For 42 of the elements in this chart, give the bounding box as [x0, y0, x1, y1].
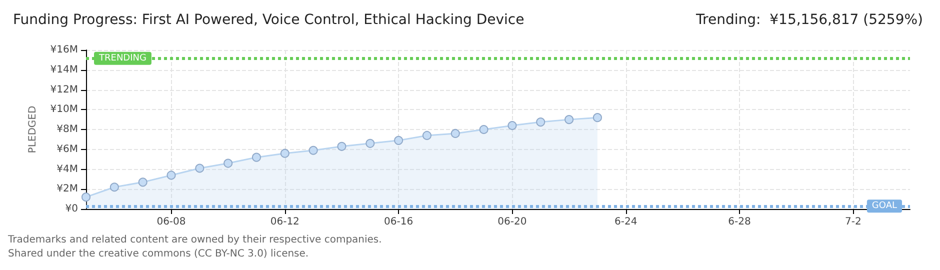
x-tick-label: 6-28	[728, 216, 751, 228]
point	[337, 142, 346, 151]
y-tick-label: ¥12M	[50, 84, 78, 96]
y-axis-title: PLEDGED	[28, 106, 38, 154]
point	[394, 136, 404, 145]
y-tick-label: ¥2M	[56, 184, 78, 195]
x-tick-label: 06-20	[498, 216, 527, 228]
y-tick-label: ¥8M	[56, 124, 78, 135]
y-tick-label: ¥14M	[50, 64, 78, 76]
y-tick-label: ¥0	[65, 204, 78, 214]
y-tick-label: ¥6M	[56, 144, 78, 155]
point	[308, 146, 318, 155]
point	[422, 130, 432, 140]
point	[564, 115, 574, 124]
x-tick-label: 06-16	[384, 216, 414, 228]
point	[536, 118, 546, 127]
point	[224, 158, 233, 168]
y-tick-label: ¥4M	[56, 164, 78, 175]
ref-line-label: GOAL	[872, 201, 897, 212]
x-tick-label: 06-12	[270, 216, 300, 228]
point	[195, 164, 204, 173]
text: Shared under the creative commons (CC BY-NC 3.0) license.	[8, 248, 309, 260]
point	[280, 148, 290, 158]
point	[366, 138, 375, 148]
point	[592, 113, 602, 122]
point	[479, 125, 488, 134]
point	[450, 128, 460, 138]
point	[166, 170, 176, 180]
ref-line-label: TRENDING	[98, 53, 146, 64]
x-tick-label: 06-08	[156, 216, 186, 228]
point	[110, 182, 119, 192]
text: Trademarks and related content are owned by their respective companies.	[7, 234, 382, 246]
point	[508, 121, 517, 130]
x-tick-label: 6-24	[614, 216, 638, 228]
chart-subtitle: Trending: ¥15,156,817 (5259%)	[695, 12, 923, 28]
point	[252, 152, 261, 162]
point	[138, 178, 148, 187]
point	[82, 192, 90, 202]
y-tick-label: ¥10M	[50, 104, 78, 116]
chart-title: Funding Progress: First AI Powered, Voice Control, Ethical Hacking Device	[13, 12, 524, 28]
y-tick-label: ¥16M	[50, 44, 78, 56]
x-tick-label: 7-2	[845, 216, 862, 228]
